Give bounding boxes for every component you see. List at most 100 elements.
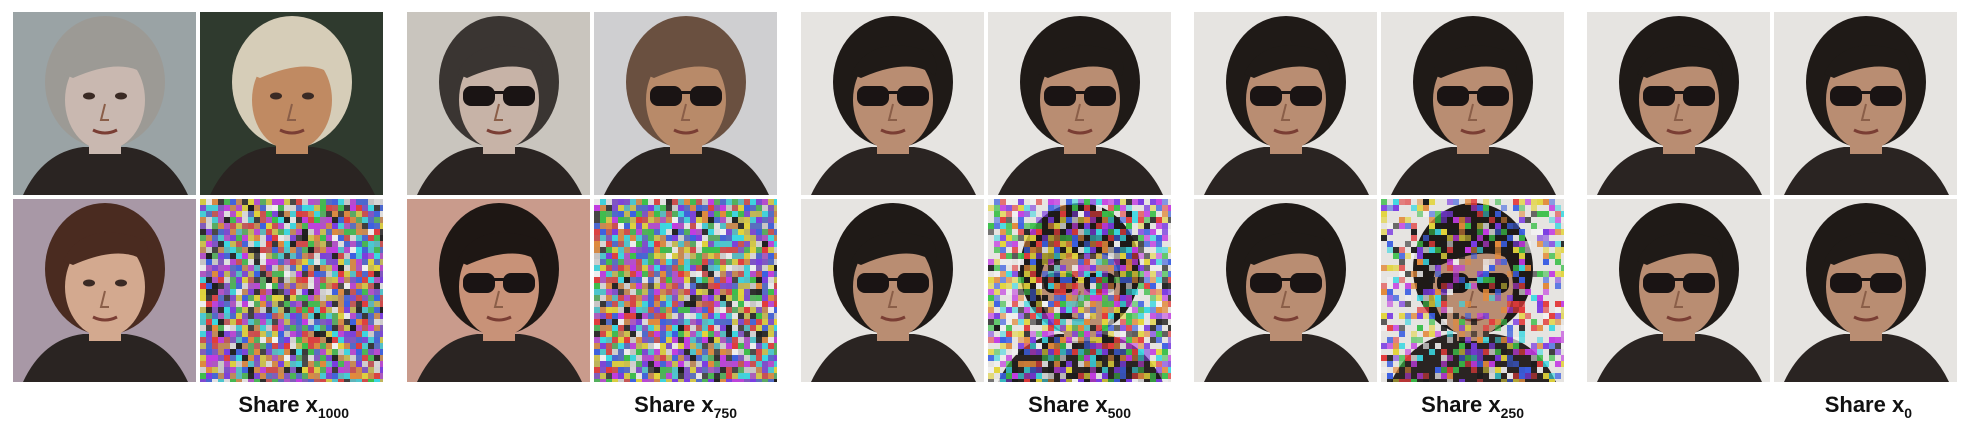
image-cell [1587,199,1770,382]
sunglasses-lens-left [1250,86,1282,106]
image-cell [801,199,984,382]
sunglasses-bridge [1074,91,1086,94]
nose [887,290,897,308]
caption-share-x250: Share x250 [1194,392,1524,432]
nose [493,290,503,308]
sunglasses-bridge [1467,91,1479,94]
mouth [92,315,118,322]
image-cell [988,12,1171,195]
face-image [1381,12,1564,195]
panel-share-x1000 [13,12,383,382]
mouth [1666,128,1692,135]
hair-fringe [851,45,937,78]
caption-text: Share x [1028,392,1108,417]
panel-share-x500 [801,12,1171,382]
sunglasses-bridge [1860,278,1872,281]
noise-overlay [1381,199,1564,382]
face-image [200,12,383,195]
noise-image [594,199,777,382]
sunglasses-lens-right [503,273,535,293]
mouth [486,128,512,135]
mouth [92,128,118,135]
shoulders [1597,147,1762,195]
face [853,50,933,150]
sunglasses-bridge [1280,278,1292,281]
mouth [1460,128,1486,135]
image-cell [594,12,777,195]
nose [1673,290,1683,308]
noise-overlay [594,199,777,382]
eye-left [83,279,95,287]
image-cell [13,12,196,195]
sunglasses-bridge [887,278,899,281]
sunglasses-lens-left [1830,273,1862,293]
sunglasses-lens-right [1290,86,1322,106]
image-cell [407,199,590,382]
face-image [407,199,590,382]
sunglasses-lens-left [1643,273,1675,293]
noise-overlay [200,199,383,382]
image-cell [200,199,383,382]
face [459,237,539,337]
caption-share-x500: Share x500 [801,392,1131,432]
caption-subscript: 500 [1107,405,1131,421]
nose [286,103,296,121]
sunglasses-bridge [1673,278,1685,281]
hair-fringe [1637,232,1723,265]
shoulders [210,147,375,195]
hair-fringe [250,45,336,78]
sunglasses-bridge [1467,278,1479,281]
nose [1467,103,1477,121]
sunglasses-lens-right [1683,273,1715,293]
sunglasses-lens-left [857,86,889,106]
sunglasses-bridge [1860,91,1872,94]
nose [1280,290,1290,308]
face-image [1587,12,1770,195]
face-image [1381,199,1564,382]
hair-fringe [1824,45,1910,78]
face [1826,50,1906,150]
hair-fringe [1244,232,1330,265]
shoulders [1204,334,1369,382]
shoulders [417,147,582,195]
nose [99,290,109,308]
nose [1860,103,1870,121]
face [65,50,145,150]
caption-text: Share x [1824,392,1905,417]
nose [1673,103,1683,121]
face-image [1774,199,1957,382]
mouth [486,315,512,322]
nose [1860,290,1870,308]
face [1639,50,1719,150]
nose [887,103,897,121]
image-cell [1381,12,1564,195]
face-image [1194,199,1377,382]
eye-right [302,92,314,100]
nose [493,103,503,121]
sunglasses-lens-right [1870,86,1902,106]
shoulders [1784,334,1949,382]
sunglasses-lens-right [1084,86,1116,106]
face-image [13,12,196,195]
sunglasses-lens-right [1290,273,1322,293]
shoulders [1597,334,1762,382]
caption-text: Share x [1421,392,1501,417]
face [1246,237,1326,337]
sunglasses-lens-left [857,273,889,293]
face [1639,237,1719,337]
caption-share-x0: Share x0 [1587,392,1912,432]
image-cell [407,12,590,195]
sunglasses-bridge [493,278,505,281]
panel-share-x250 [1194,12,1564,382]
caption-subscript: 250 [1500,405,1524,421]
mouth [673,128,699,135]
sunglasses-lens-right [897,86,929,106]
image-cell [988,199,1171,382]
noise-image [200,199,383,382]
nose [99,103,109,121]
caption-share-x1000: Share x1000 [13,392,349,432]
eye-left [83,92,95,100]
face [646,50,726,150]
image-cell [594,199,777,382]
